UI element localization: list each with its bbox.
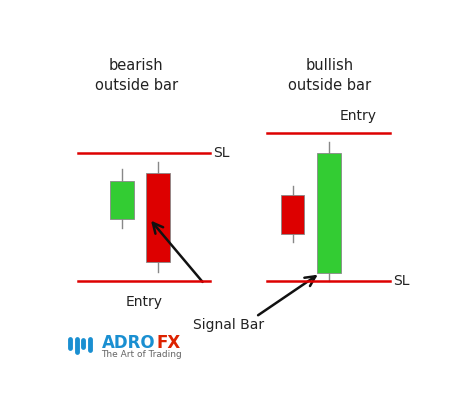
Bar [281, 195, 304, 234]
Text: Entry: Entry [125, 295, 162, 309]
Text: bullish
outside bar: bullish outside bar [288, 58, 371, 93]
Text: SL: SL [213, 146, 230, 160]
Text: Signal Bar: Signal Bar [192, 318, 264, 332]
Text: ADRO: ADRO [101, 334, 155, 352]
Text: The Art of Trading: The Art of Trading [101, 350, 182, 359]
Bar [110, 181, 134, 219]
Bar [146, 173, 170, 262]
Text: bearish
outside bar: bearish outside bar [95, 58, 178, 93]
Text: FX: FX [156, 334, 181, 352]
Bar [317, 153, 341, 273]
Text: SL: SL [393, 274, 410, 288]
Text: Entry: Entry [339, 109, 376, 124]
